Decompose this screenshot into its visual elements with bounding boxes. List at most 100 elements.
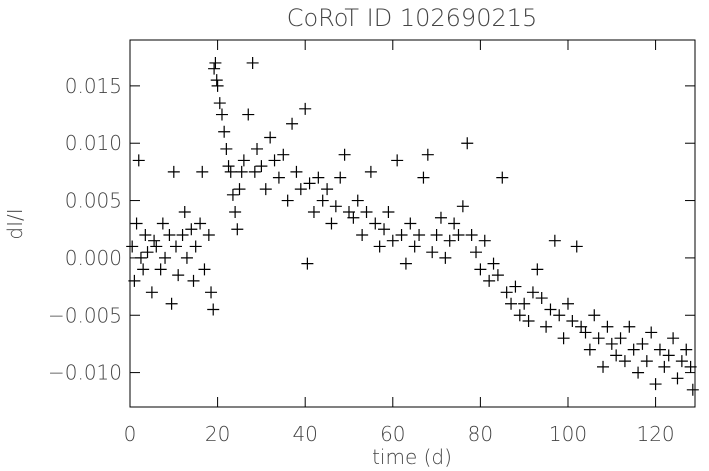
data-point <box>640 355 653 368</box>
data-point <box>491 269 504 282</box>
data-point <box>496 171 509 184</box>
data-point <box>154 263 167 276</box>
data-point <box>226 188 239 201</box>
x-tick-label: 100 <box>549 422 587 446</box>
data-point <box>334 171 347 184</box>
data-point <box>126 240 139 253</box>
data-point <box>544 303 557 316</box>
data-point <box>439 251 452 264</box>
data-point <box>662 349 675 362</box>
data-point <box>601 320 614 333</box>
x-axis-label: time (d) <box>372 445 452 469</box>
data-point <box>169 240 182 253</box>
data-point <box>632 366 645 379</box>
data-point <box>399 257 412 270</box>
data-point <box>535 292 548 305</box>
data-point <box>369 217 382 230</box>
data-point <box>229 206 242 219</box>
x-tick-label: 40 <box>292 422 317 446</box>
data-point <box>509 280 522 293</box>
data-point <box>194 217 207 230</box>
data-point <box>178 206 191 219</box>
data-point <box>443 234 456 247</box>
data-point <box>207 303 220 316</box>
data-point <box>137 263 150 276</box>
data-point <box>680 343 693 356</box>
data-point <box>373 240 386 253</box>
data-point <box>242 108 255 121</box>
data-point <box>592 332 605 345</box>
data-point <box>307 206 320 219</box>
data-point <box>198 263 211 276</box>
data-point <box>294 183 307 196</box>
x-tick-label: 80 <box>468 422 493 446</box>
plot-frame <box>129 39 696 408</box>
data-point <box>156 217 169 230</box>
data-point <box>218 125 231 138</box>
data-point <box>268 154 281 167</box>
data-point <box>248 165 261 178</box>
x-tick-label: 120 <box>636 422 674 446</box>
data-point <box>686 383 699 396</box>
data-point <box>570 240 583 253</box>
data-point <box>159 251 172 264</box>
data-point <box>246 56 259 69</box>
data-point <box>448 217 461 230</box>
data-point <box>205 286 218 299</box>
y-tick-label: −0.010 <box>48 361 122 385</box>
data-point <box>557 332 570 345</box>
data-point <box>561 297 574 310</box>
data-point <box>391 154 404 167</box>
data-point <box>316 194 329 207</box>
data-point <box>130 217 143 230</box>
data-point <box>148 234 161 247</box>
x-tick-label: 0 <box>124 422 137 446</box>
data-point <box>286 117 299 130</box>
data-point <box>176 228 189 241</box>
data-point <box>272 171 285 184</box>
data-point <box>653 343 666 356</box>
data-point <box>180 251 193 264</box>
data-point <box>618 355 631 368</box>
data-point <box>213 97 226 110</box>
y-tick-label: 0.010 <box>65 131 122 155</box>
data-point <box>364 165 377 178</box>
data-point <box>233 183 246 196</box>
data-point <box>531 263 544 276</box>
data-point <box>259 183 272 196</box>
data-point <box>210 74 223 87</box>
data-point <box>209 56 222 69</box>
data-point <box>623 320 636 333</box>
data-point <box>141 246 154 259</box>
data-point <box>338 148 351 161</box>
data-point <box>627 343 640 356</box>
data-point <box>526 286 539 299</box>
data-point <box>470 246 483 259</box>
data-point <box>312 171 325 184</box>
data-point <box>434 211 447 224</box>
data-point <box>172 269 185 282</box>
data-point <box>487 257 500 270</box>
data-point <box>165 297 178 310</box>
data-point <box>150 240 163 253</box>
data-point <box>145 286 158 299</box>
data-point <box>139 228 152 241</box>
data-point <box>671 372 684 385</box>
data-point <box>211 79 224 92</box>
data-point <box>347 211 360 224</box>
data-point <box>553 309 566 322</box>
data-point <box>185 223 198 236</box>
data-point <box>301 257 314 270</box>
data-point <box>220 142 233 155</box>
y-tick-label: −0.005 <box>48 303 122 327</box>
data-point <box>645 326 658 339</box>
data-point <box>255 160 268 173</box>
data-point <box>351 194 364 207</box>
data-point <box>281 194 294 207</box>
data-point <box>215 108 228 121</box>
data-point <box>132 154 145 167</box>
data-point <box>605 337 618 350</box>
data-point <box>231 223 244 236</box>
y-tick-label: 0.000 <box>65 246 122 270</box>
data-point <box>163 228 176 241</box>
